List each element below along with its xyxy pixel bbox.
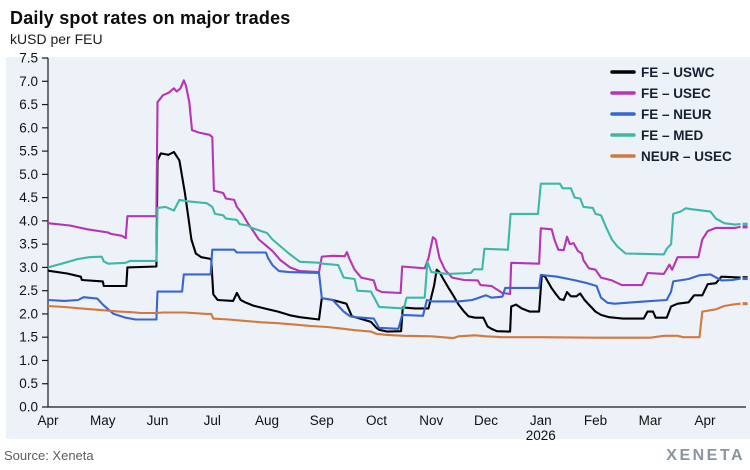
y-tick-label: 6.0 [19,120,38,135]
y-tick-label: 2.0 [19,306,38,321]
series-line [47,248,741,330]
x-tick-label: Sep [310,413,334,428]
x-tick-label: Jan [530,413,552,428]
legend-label: FE – USEC [641,86,711,101]
y-tick-label: 1.5 [19,330,38,345]
xeneta-logo: XENETA [666,447,745,464]
x-axis-year-label: 2026 [526,428,556,443]
legend-label: FE – MED [641,128,704,143]
y-tick-label: 7.5 [19,51,38,66]
y-tick-label: 2.5 [19,283,38,298]
y-tick-label: 3.0 [19,260,38,275]
x-tick-label: Dec [474,413,498,428]
y-tick-label: 5.0 [19,167,38,182]
chart-subtitle: kUSD per FEU [10,31,103,47]
chart-title: Daily spot rates on major trades [10,8,291,28]
series-line [47,182,741,310]
x-tick-label: Feb [584,413,607,428]
y-tick-label: 3.5 [19,237,38,252]
x-tick-label: May [90,413,116,428]
series-line [47,79,741,295]
y-tick-label: 4.0 [19,213,38,228]
y-tick-label: 1.0 [19,353,38,368]
legend-label: FE – NEUR [641,107,712,122]
y-tick-label: 7.0 [19,74,38,89]
legend-label: FE – USWC [641,65,715,80]
x-tick-label: Jul [204,413,221,428]
x-tick-label: Apr [37,413,59,428]
x-tick-label: Nov [419,413,443,428]
y-tick-label: 4.5 [19,190,38,205]
y-tick-label: 0.0 [19,400,38,415]
x-tick-label: Mar [639,413,663,428]
source-attribution: Source: Xeneta [4,448,94,463]
x-tick-label: Oct [366,413,387,428]
legend-label: NEUR – USEC [641,149,732,164]
plot-background [6,57,750,439]
x-tick-label: Aug [255,413,279,428]
series-line [47,150,741,333]
y-tick-label: 0.5 [19,376,38,391]
y-tick-label: 6.5 [19,97,38,112]
y-tick-label: 5.5 [19,144,38,159]
x-tick-label: Apr [694,413,716,428]
series-line [47,302,741,340]
x-tick-label: Jun [147,413,169,428]
